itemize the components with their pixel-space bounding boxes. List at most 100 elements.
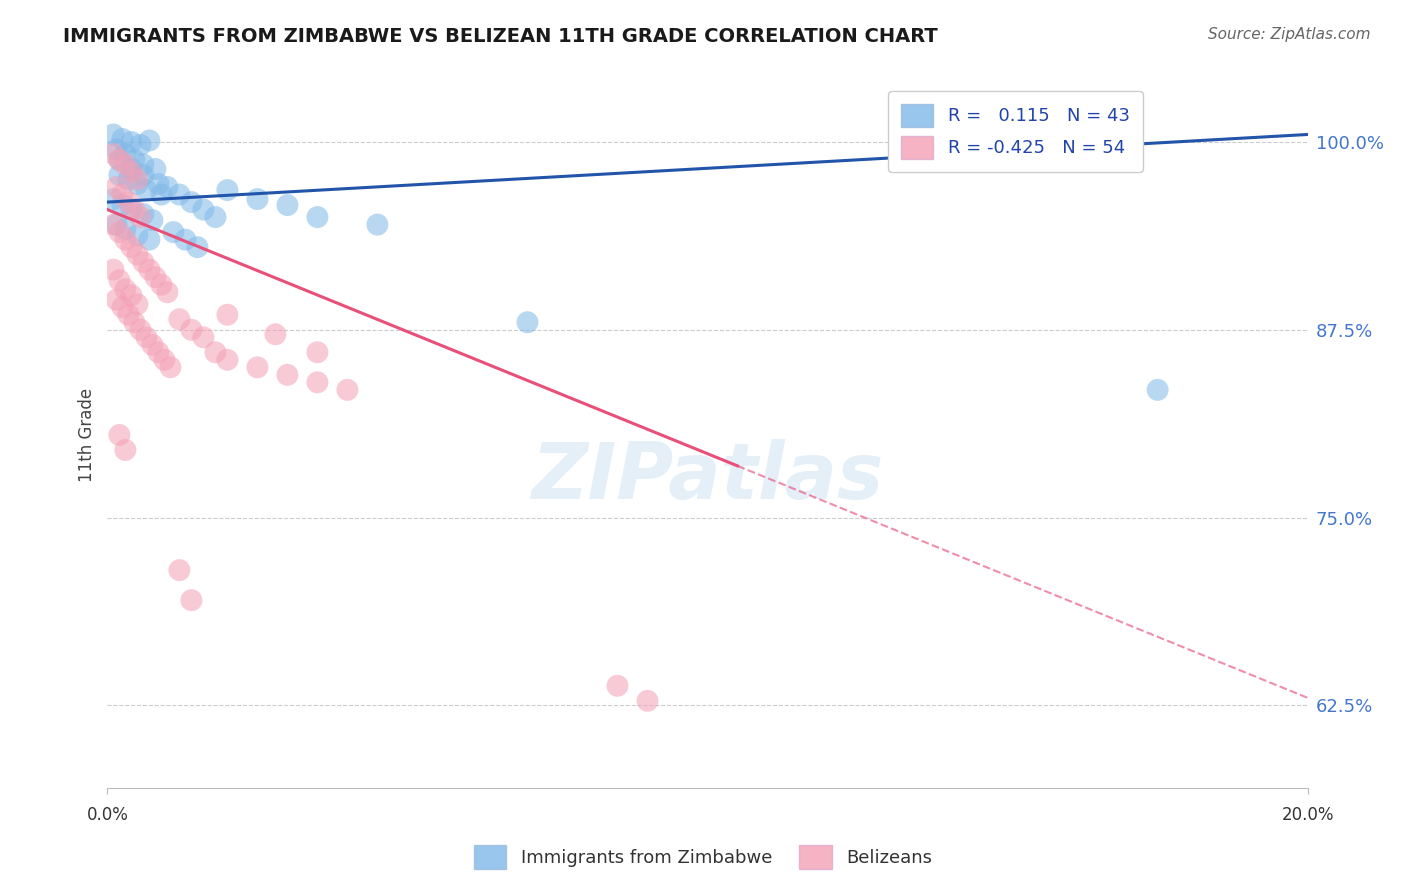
Point [159,360,181,375]
Point [246,360,269,375]
Point [111,198,134,212]
Point [127,172,149,186]
Point [135,183,157,197]
Point [141,338,163,352]
Point [366,218,388,232]
Point [114,233,136,247]
Point [127,247,149,261]
Point [103,192,125,206]
Text: Source: ZipAtlas.com: Source: ZipAtlas.com [1208,27,1371,42]
Point [114,222,136,236]
Point [105,218,128,232]
Point [108,153,131,167]
Point [264,327,287,342]
Point [127,228,149,243]
Point [193,330,215,344]
Point [103,218,125,232]
Point [114,147,136,161]
Point [120,288,142,302]
Y-axis label: 11th Grade: 11th Grade [79,388,96,482]
Point [180,593,202,607]
Point [162,225,184,239]
Point [132,168,155,182]
Point [276,198,298,212]
Point [204,210,226,224]
Point [217,352,239,367]
Point [307,376,329,390]
Point [307,345,329,359]
Point [138,262,160,277]
Legend: R =   0.115   N = 43, R = -0.425   N = 54: R = 0.115 N = 43, R = -0.425 N = 54 [889,91,1143,171]
Point [108,273,131,287]
Point [108,168,131,182]
Point [180,195,202,210]
Point [150,277,173,292]
Point [129,138,152,153]
Point [124,202,146,217]
Point [217,308,239,322]
Point [145,270,167,285]
Point [141,213,163,227]
Point [186,240,208,254]
Point [169,563,191,577]
Text: 0.0%: 0.0% [86,806,128,824]
Point [150,187,173,202]
Point [120,240,142,254]
Point [132,207,155,221]
Point [127,177,149,191]
Point [120,202,142,217]
Point [124,315,146,329]
Point [103,262,125,277]
Point [148,177,170,191]
Point [148,345,170,359]
Point [103,147,125,161]
Point [153,352,176,367]
Point [120,135,142,149]
Point [117,308,139,322]
Point [120,165,142,179]
Point [169,312,191,326]
Point [120,161,142,176]
Point [156,180,179,194]
Point [204,345,226,359]
Point [108,153,131,167]
Point [276,368,298,382]
Point [138,133,160,147]
Text: IMMIGRANTS FROM ZIMBABWE VS BELIZEAN 11TH GRADE CORRELATION CHART: IMMIGRANTS FROM ZIMBABWE VS BELIZEAN 11T… [63,27,938,45]
Point [132,255,155,269]
Point [111,300,134,314]
Point [606,679,628,693]
Point [180,323,202,337]
Text: ZIPatlas: ZIPatlas [531,439,883,516]
Point [108,225,131,239]
Point [105,180,128,194]
Point [637,694,659,708]
Point [138,233,160,247]
Point [156,285,179,300]
Legend: Immigrants from Zimbabwe, Belizeans: Immigrants from Zimbabwe, Belizeans [467,838,939,876]
Point [193,202,215,217]
Point [169,187,191,202]
Point [516,315,538,329]
Point [129,323,152,337]
Point [111,132,134,146]
Point [105,293,128,307]
Point [103,128,125,142]
Point [114,157,136,171]
Point [307,210,329,224]
Point [114,442,136,457]
Point [127,297,149,311]
Point [246,192,269,206]
Point [111,187,134,202]
Point [108,428,131,442]
Point [117,172,139,186]
Point [336,383,359,397]
Text: 20.0%: 20.0% [1281,806,1334,824]
Point [124,153,146,167]
Point [1146,383,1168,397]
Point [114,282,136,296]
Point [129,210,152,224]
Point [145,161,167,176]
Point [132,157,155,171]
Point [217,183,239,197]
